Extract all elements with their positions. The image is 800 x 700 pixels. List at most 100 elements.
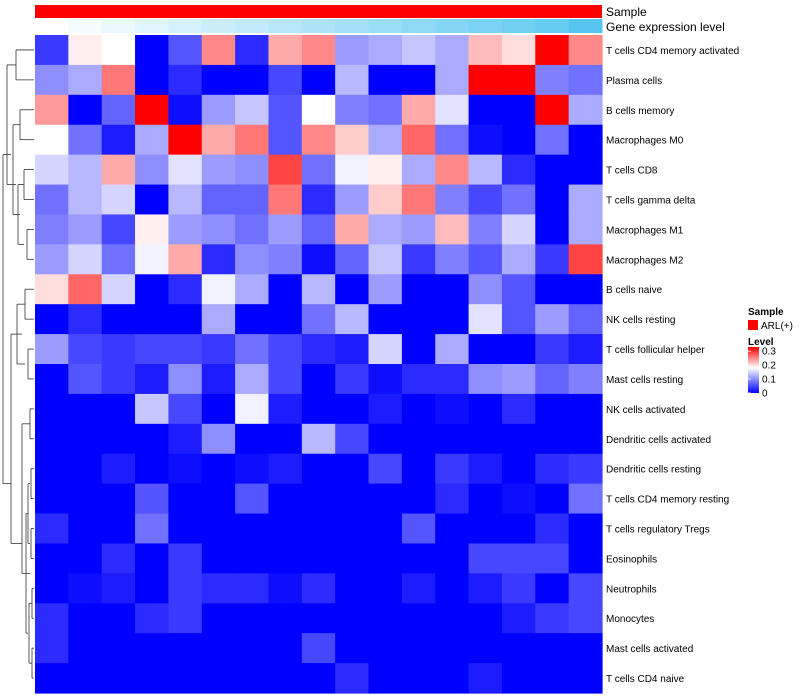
heatmap-cell bbox=[468, 94, 503, 126]
heatmap-cell bbox=[435, 633, 470, 664]
heatmap-cell bbox=[368, 573, 403, 604]
heatmap-cell bbox=[301, 244, 336, 275]
heatmap-cell bbox=[201, 184, 236, 216]
heatmap-cell bbox=[101, 423, 136, 455]
heatmap-cell bbox=[535, 633, 570, 664]
heatmap-cell bbox=[501, 663, 536, 694]
heatmap-cell bbox=[35, 423, 69, 455]
heatmap-cell bbox=[501, 423, 536, 455]
heatmap-cell bbox=[535, 573, 570, 604]
heatmap-cell bbox=[35, 304, 69, 335]
heatmap-cell bbox=[301, 603, 336, 634]
row-label: B cells naive bbox=[606, 285, 663, 296]
heatmap-cell bbox=[435, 483, 470, 515]
heatmap-cell bbox=[101, 64, 136, 96]
heatmap-cell bbox=[201, 393, 236, 425]
heatmap-cell bbox=[168, 64, 203, 96]
heatmap-cell bbox=[435, 423, 470, 455]
heatmap-cell bbox=[201, 154, 236, 186]
heatmap-cell bbox=[535, 184, 570, 216]
heatmap-cell bbox=[301, 304, 336, 335]
heatmap-cell bbox=[535, 513, 570, 545]
heatmap-cell bbox=[401, 154, 436, 186]
heatmap-cell bbox=[135, 154, 170, 186]
heatmap-cell bbox=[135, 393, 170, 425]
heatmap-cell bbox=[201, 423, 236, 455]
heatmap-cell bbox=[168, 633, 203, 664]
heatmap-cell bbox=[301, 334, 336, 365]
heatmap-cell bbox=[168, 603, 203, 634]
heatmap-cell bbox=[568, 214, 603, 245]
heatmap-cell bbox=[401, 513, 436, 545]
heatmap-cell bbox=[435, 64, 470, 96]
heatmap-cell bbox=[168, 543, 203, 574]
heatmap-cell bbox=[401, 334, 436, 365]
heatmap-cell bbox=[568, 483, 603, 515]
heatmap-cell bbox=[535, 214, 570, 245]
gene-expression-annotation-cell bbox=[35, 19, 69, 33]
heatmap-cell bbox=[401, 94, 436, 126]
heatmap-cell bbox=[401, 64, 436, 96]
heatmap-cell bbox=[568, 244, 603, 275]
row-label: T cells CD4 memory resting bbox=[606, 495, 729, 506]
heatmap-cell bbox=[201, 334, 236, 365]
heatmap-cell bbox=[368, 274, 403, 305]
heatmap-cell bbox=[168, 483, 203, 515]
heatmap-cell bbox=[268, 94, 303, 126]
heatmap-cell bbox=[335, 94, 370, 126]
gene-expression-annotation-cell bbox=[268, 19, 303, 33]
heatmap-cell bbox=[368, 214, 403, 245]
heatmap-cell bbox=[368, 64, 403, 96]
heatmap-cell bbox=[235, 304, 270, 335]
heatmap-cell bbox=[535, 453, 570, 485]
heatmap-cell bbox=[168, 184, 203, 216]
heatmap-cell bbox=[235, 214, 270, 245]
gene-expression-annotation-cell bbox=[235, 19, 269, 33]
heatmap-cell bbox=[301, 633, 336, 664]
heatmap-cell bbox=[168, 453, 203, 485]
heatmap-cell bbox=[335, 334, 370, 365]
heatmap-cell bbox=[435, 244, 470, 275]
heatmap-cell bbox=[501, 35, 536, 66]
heatmap-cell bbox=[268, 214, 303, 245]
heatmap-cell bbox=[201, 603, 236, 634]
heatmap-cell bbox=[68, 543, 103, 574]
heatmap-cell bbox=[168, 423, 203, 455]
heatmap-cell bbox=[301, 214, 336, 245]
heatmap-cell bbox=[68, 244, 103, 275]
heatmap-cell bbox=[235, 364, 270, 395]
heatmap-cell bbox=[101, 154, 136, 186]
heatmap-cell bbox=[135, 274, 170, 305]
heatmap-cell bbox=[68, 453, 103, 485]
heatmap-cell bbox=[335, 573, 370, 604]
heatmap-cell bbox=[135, 513, 170, 545]
heatmap-cell bbox=[101, 124, 136, 156]
heatmap-cell bbox=[535, 64, 570, 96]
heatmap-cell bbox=[301, 663, 336, 694]
heatmap-cell bbox=[235, 453, 270, 485]
heatmap-cell bbox=[201, 214, 236, 245]
heatmap-cell bbox=[568, 453, 603, 485]
heatmap-cell bbox=[201, 633, 236, 664]
heatmap-cell bbox=[568, 274, 603, 305]
heatmap-cell bbox=[535, 274, 570, 305]
heatmap-cell bbox=[68, 633, 103, 664]
heatmap-cell bbox=[135, 214, 170, 245]
heatmap-cell bbox=[235, 393, 270, 425]
heatmap-cell bbox=[101, 483, 136, 515]
heatmap-cell bbox=[501, 244, 536, 275]
heatmap-cell bbox=[268, 35, 303, 66]
heatmap-cell bbox=[135, 483, 170, 515]
heatmap-cell bbox=[135, 543, 170, 574]
heatmap-cell bbox=[368, 334, 403, 365]
heatmap-cell bbox=[135, 633, 170, 664]
heatmap-cell bbox=[35, 543, 69, 574]
heatmap-cell bbox=[468, 334, 503, 365]
heatmap-cell bbox=[535, 603, 570, 634]
heatmap-cell bbox=[101, 393, 136, 425]
heatmap-cell bbox=[101, 274, 136, 305]
heatmap-cell bbox=[68, 423, 103, 455]
heatmap-cell bbox=[501, 334, 536, 365]
heatmap-cell bbox=[301, 453, 336, 485]
